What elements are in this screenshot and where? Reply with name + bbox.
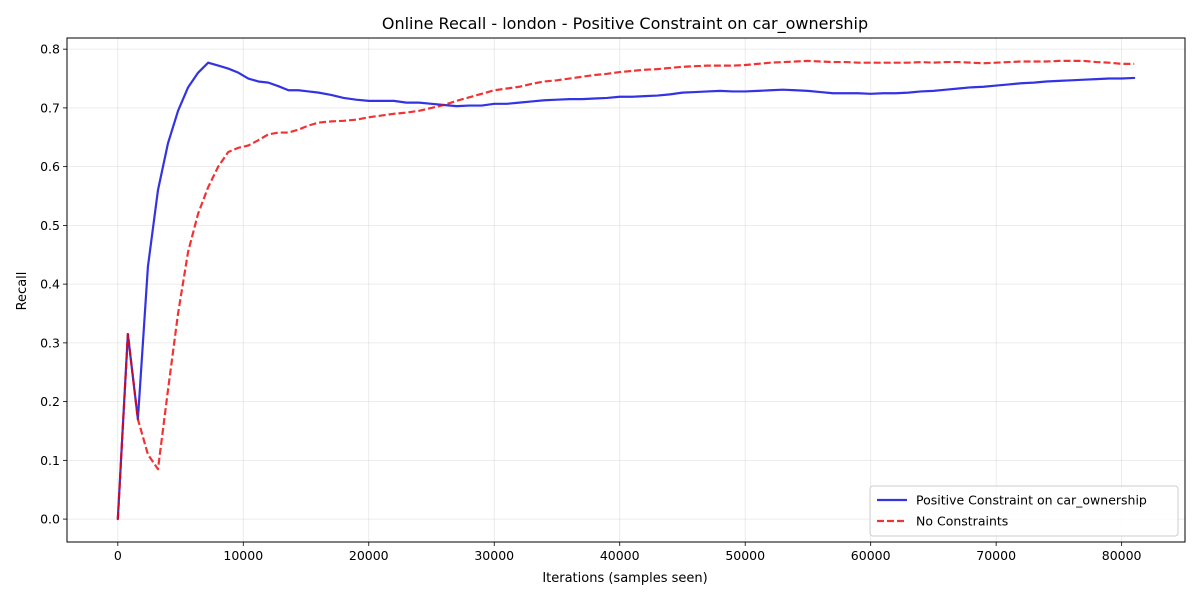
x-tick-label: 80000: [1102, 548, 1142, 563]
y-tick-label: 0.2: [40, 394, 60, 409]
x-tick-label: 40000: [600, 548, 640, 563]
y-tick-label: 0.8: [40, 42, 60, 57]
y-tick-label: 0.5: [40, 218, 60, 233]
x-axis-label: Iterations (samples seen): [542, 571, 707, 586]
y-axis-label: Recall: [15, 272, 30, 311]
series-layer: [116, 59, 1136, 521]
y-tick-label: 0.1: [40, 453, 60, 468]
x-tick-label: 0: [114, 548, 122, 563]
x-tick-label: 70000: [976, 548, 1016, 563]
x-tick-label: 50000: [725, 548, 765, 563]
legend-box: [869, 485, 1179, 537]
series-line-positive-constraint: [116, 61, 1136, 521]
y-tick-label: 0.3: [40, 335, 60, 350]
series-line-no-constraints: [116, 59, 1135, 520]
y-tick-label: 0.6: [40, 159, 60, 174]
x-tick-label: 20000: [349, 548, 389, 563]
grid: [67, 38, 1185, 542]
x-tick-label: 10000: [223, 548, 263, 563]
axis-ticks: 0 10000 20000 30000 40000 50000 60000 70000 8000…: [40, 42, 1141, 563]
legend-label-positive-constraint: Positive Constraint on car_ownership: [916, 493, 1147, 508]
y-tick-label: 0.0: [40, 512, 60, 527]
plot-frame: [66, 37, 1186, 543]
y-tick-label: 0.7: [40, 100, 60, 115]
x-tick-label: 60000: [851, 548, 891, 563]
legend: Positive Constraint on car_ownership No …: [869, 485, 1179, 537]
x-tick-label: 30000: [474, 548, 514, 563]
y-tick-label: 0.4: [40, 277, 60, 292]
chart-title: Online Recall - london - Positive Constr…: [382, 14, 868, 34]
legend-label-no-constraints: No Constraints: [916, 514, 1008, 529]
